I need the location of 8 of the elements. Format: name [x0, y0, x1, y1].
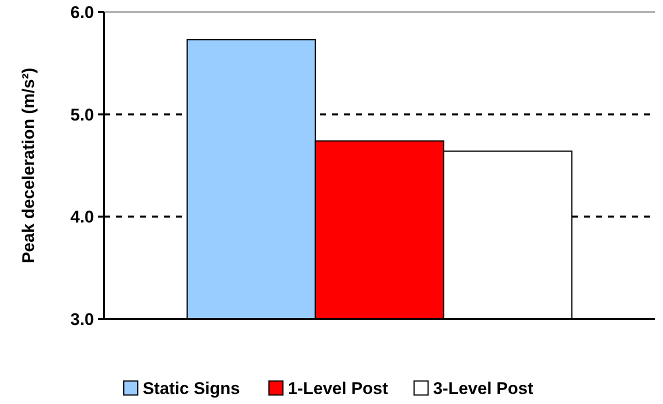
legend-label: 1-Level Post [288, 378, 388, 398]
y-axis-title: Peak deceleration (m/s²) [19, 68, 38, 264]
y-tick-label: 4.0 [70, 208, 94, 227]
y-tick-label: 3.0 [70, 310, 94, 329]
legend-label: Static Signs [142, 378, 240, 398]
y-tick-label: 5.0 [70, 105, 94, 124]
legend-label: 3-Level Post [433, 378, 534, 398]
y-tick-label: 6.0 [70, 2, 94, 22]
